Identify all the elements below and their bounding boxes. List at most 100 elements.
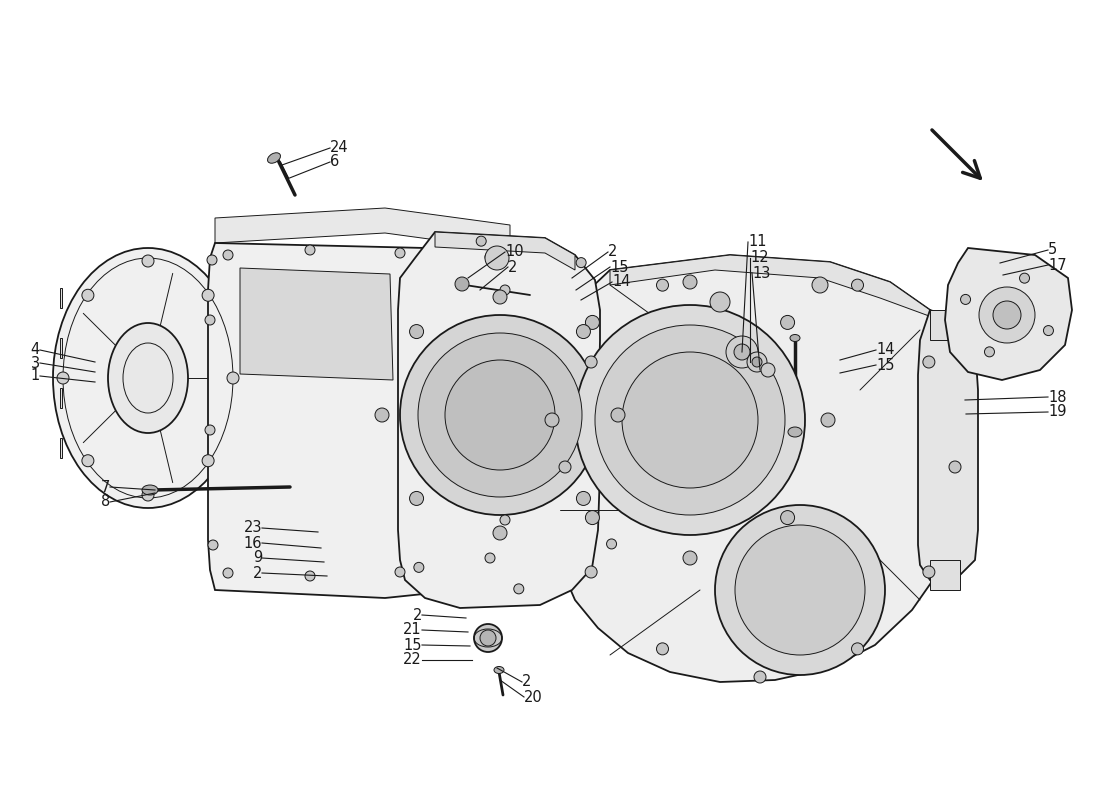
- Polygon shape: [60, 388, 62, 408]
- Polygon shape: [60, 338, 62, 358]
- Text: 24: 24: [330, 141, 349, 155]
- Polygon shape: [558, 255, 962, 682]
- Circle shape: [984, 347, 994, 357]
- Circle shape: [446, 360, 556, 470]
- Circle shape: [305, 571, 315, 581]
- Circle shape: [752, 357, 762, 367]
- Circle shape: [57, 372, 69, 384]
- Circle shape: [414, 562, 424, 572]
- Circle shape: [851, 643, 864, 655]
- Text: 20: 20: [524, 690, 542, 705]
- Circle shape: [821, 413, 835, 427]
- Polygon shape: [918, 310, 978, 580]
- Circle shape: [576, 325, 591, 338]
- Circle shape: [485, 252, 495, 262]
- Circle shape: [395, 567, 405, 577]
- Circle shape: [208, 540, 218, 550]
- Circle shape: [485, 553, 495, 563]
- Text: 15: 15: [876, 358, 894, 373]
- Text: 15: 15: [404, 638, 422, 653]
- Circle shape: [1020, 273, 1030, 283]
- Text: 3: 3: [31, 355, 40, 370]
- Circle shape: [726, 336, 758, 368]
- Text: 2: 2: [522, 674, 531, 690]
- Circle shape: [514, 584, 524, 594]
- Ellipse shape: [790, 334, 800, 342]
- Text: 2: 2: [253, 566, 262, 581]
- Text: 1: 1: [31, 369, 40, 383]
- Text: 4: 4: [31, 342, 40, 358]
- Circle shape: [409, 491, 424, 506]
- Circle shape: [923, 566, 935, 578]
- Circle shape: [474, 624, 502, 652]
- Circle shape: [575, 305, 805, 535]
- Circle shape: [812, 277, 828, 293]
- Polygon shape: [208, 243, 518, 598]
- Circle shape: [781, 315, 794, 330]
- Polygon shape: [60, 438, 62, 458]
- Circle shape: [375, 408, 389, 422]
- Circle shape: [585, 566, 597, 578]
- Text: 16: 16: [243, 535, 262, 550]
- Circle shape: [657, 279, 669, 291]
- Text: 9: 9: [253, 550, 262, 566]
- Text: 8: 8: [101, 494, 110, 510]
- Text: 7: 7: [100, 479, 110, 494]
- Text: 17: 17: [1048, 258, 1067, 273]
- Text: 6: 6: [330, 154, 339, 170]
- Circle shape: [505, 345, 515, 355]
- Text: 19: 19: [1048, 405, 1067, 419]
- Circle shape: [993, 301, 1021, 329]
- Polygon shape: [434, 232, 575, 270]
- Polygon shape: [930, 310, 960, 340]
- Circle shape: [734, 344, 750, 360]
- Circle shape: [493, 526, 507, 540]
- Circle shape: [485, 246, 509, 270]
- Ellipse shape: [53, 248, 243, 508]
- Ellipse shape: [108, 323, 188, 433]
- Circle shape: [621, 352, 758, 488]
- Text: 11: 11: [748, 234, 767, 250]
- Polygon shape: [240, 268, 393, 380]
- Circle shape: [683, 551, 697, 565]
- Polygon shape: [398, 232, 600, 608]
- Polygon shape: [610, 255, 940, 320]
- Ellipse shape: [494, 666, 504, 674]
- Text: 15: 15: [610, 259, 628, 274]
- Circle shape: [205, 425, 214, 435]
- Circle shape: [418, 333, 582, 497]
- Circle shape: [544, 413, 559, 427]
- Circle shape: [142, 255, 154, 267]
- Circle shape: [455, 277, 469, 291]
- Circle shape: [585, 510, 600, 525]
- Circle shape: [505, 425, 515, 435]
- Circle shape: [949, 461, 961, 473]
- Circle shape: [223, 568, 233, 578]
- Text: 14: 14: [612, 274, 630, 290]
- Circle shape: [683, 275, 697, 289]
- Circle shape: [480, 630, 496, 646]
- Text: 2: 2: [508, 259, 517, 274]
- Text: 2: 2: [412, 607, 422, 622]
- Circle shape: [223, 250, 233, 260]
- Circle shape: [735, 525, 865, 655]
- Circle shape: [205, 315, 214, 325]
- Circle shape: [754, 671, 766, 683]
- Circle shape: [500, 285, 510, 295]
- Circle shape: [202, 454, 215, 466]
- Text: 5: 5: [1048, 242, 1057, 258]
- Circle shape: [142, 489, 154, 501]
- Circle shape: [400, 315, 600, 515]
- Polygon shape: [945, 248, 1072, 380]
- Circle shape: [715, 505, 886, 675]
- Circle shape: [227, 372, 239, 384]
- Circle shape: [559, 461, 571, 473]
- Text: 10: 10: [505, 245, 524, 259]
- Circle shape: [851, 279, 864, 291]
- Circle shape: [585, 356, 597, 368]
- Circle shape: [476, 236, 486, 246]
- Circle shape: [595, 325, 785, 515]
- Ellipse shape: [142, 485, 158, 495]
- Text: 21: 21: [404, 622, 422, 638]
- Circle shape: [781, 510, 794, 525]
